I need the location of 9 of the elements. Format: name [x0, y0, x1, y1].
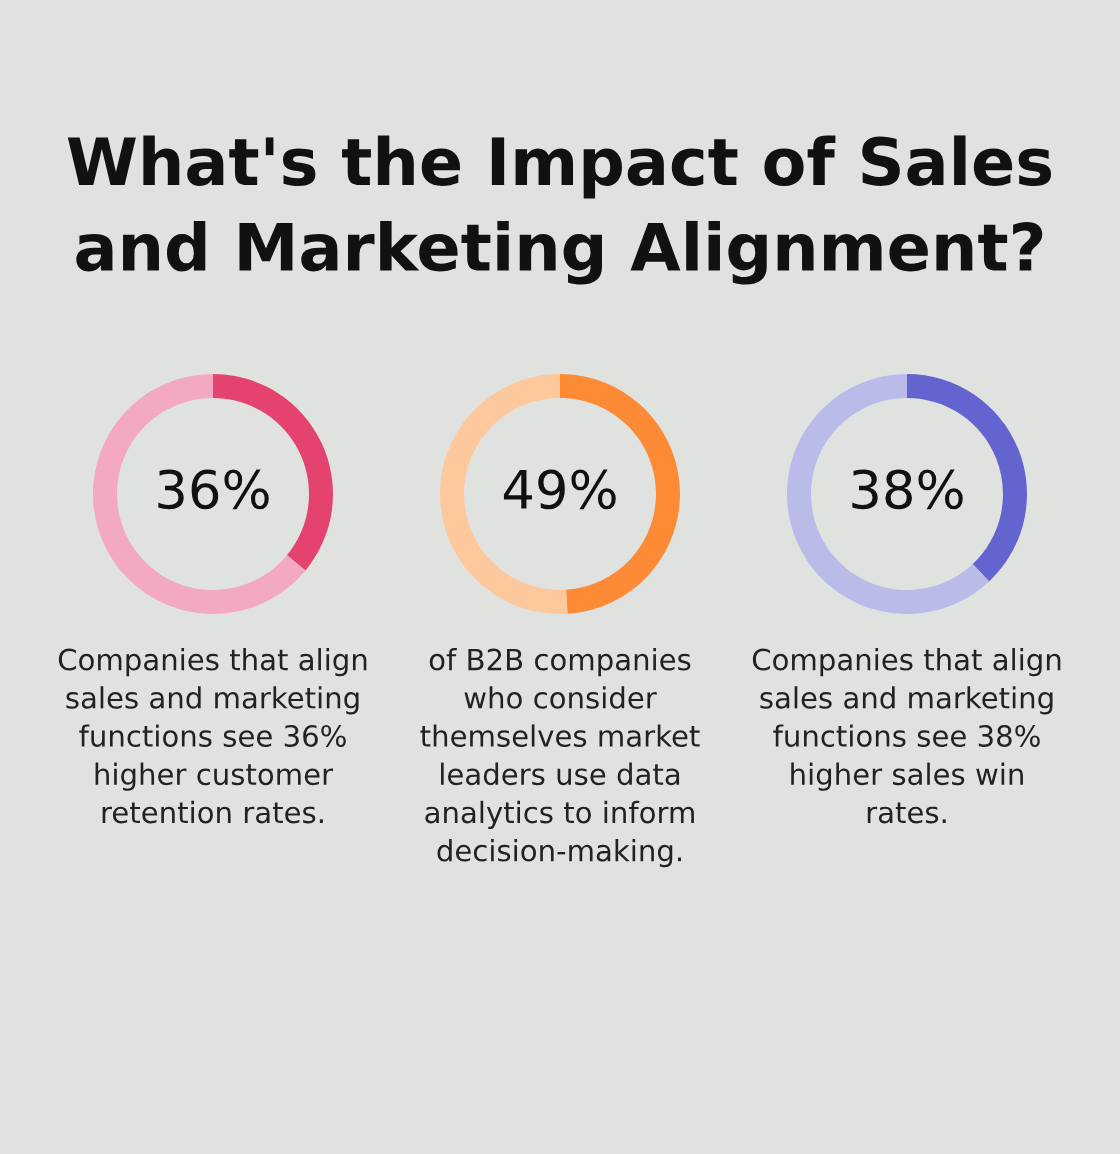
text: Companies that align sales and marketing functions see 38% higher sales win rates. [752, 648, 1061, 824]
text: of B2B companies who consider themselves market leaders use data analytics to inform decision-making. [420, 648, 700, 868]
data-label: 36% [158, 469, 269, 510]
data-label: 49% [503, 469, 616, 510]
donut-slice [787, 374, 990, 614]
text: Companies that align sales and marketing functions see 36% higher customer retention rates. [58, 648, 367, 824]
data-label: 38% [852, 469, 963, 510]
donut-slice [93, 374, 306, 614]
text: What's the Impact of Sales and Marketing Alignment? [67, 135, 1052, 285]
